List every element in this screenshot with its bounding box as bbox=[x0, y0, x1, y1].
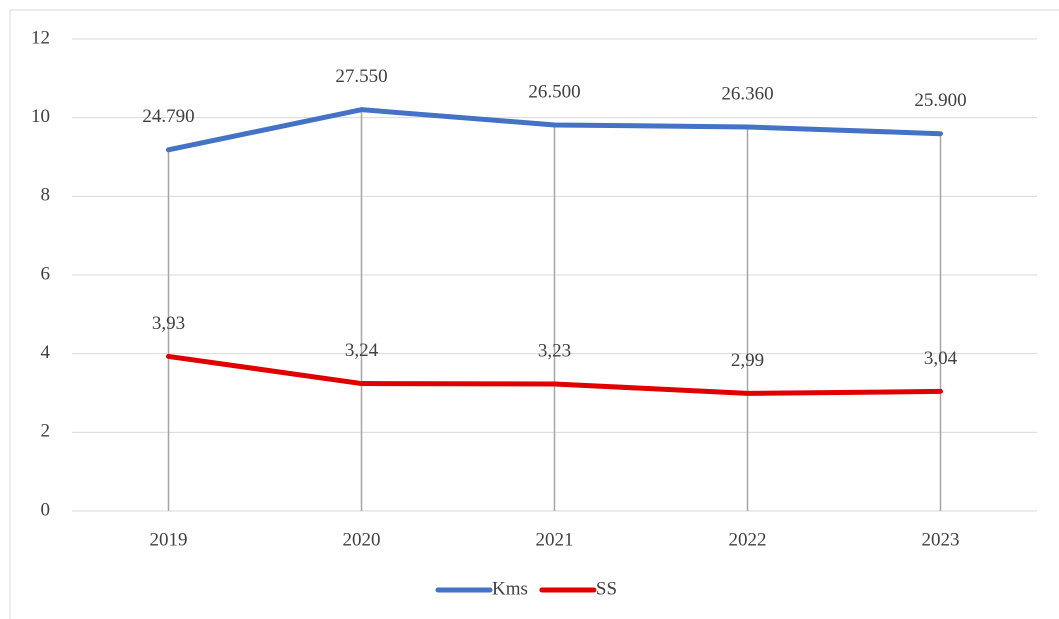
data-label: 26.500 bbox=[528, 81, 580, 102]
x-tick-label: 2020 bbox=[343, 529, 381, 550]
y-tick-label: 6 bbox=[41, 263, 51, 284]
data-label: 2,99 bbox=[731, 350, 764, 371]
x-tick-label: 2022 bbox=[729, 529, 767, 550]
x-tick-label: 2023 bbox=[922, 529, 960, 550]
data-label: 3,93 bbox=[152, 313, 185, 334]
line-series bbox=[166, 353, 943, 396]
data-label: 24.790 bbox=[142, 106, 194, 127]
data-label: 26.360 bbox=[721, 83, 773, 104]
data-label: 3,04 bbox=[924, 348, 958, 369]
y-tick-label: 12 bbox=[31, 27, 50, 48]
y-tick-label: 4 bbox=[41, 342, 51, 363]
x-tick-label: 2019 bbox=[150, 529, 188, 550]
y-tick-label: 10 bbox=[31, 106, 50, 127]
data-label: 3,23 bbox=[538, 340, 571, 361]
chart-border bbox=[9, 9, 1059, 619]
y-tick-label: 2 bbox=[41, 421, 51, 442]
y-tick-label: 0 bbox=[41, 499, 51, 520]
legend-label: Kms bbox=[492, 578, 528, 599]
line-series bbox=[166, 107, 943, 153]
data-label: 27.550 bbox=[335, 66, 387, 87]
data-label: 3,24 bbox=[345, 340, 379, 361]
data-label: 25.900 bbox=[914, 90, 966, 111]
legend-label: SS bbox=[596, 578, 617, 599]
y-tick-label: 8 bbox=[41, 185, 51, 206]
x-tick-label: 2021 bbox=[536, 529, 574, 550]
